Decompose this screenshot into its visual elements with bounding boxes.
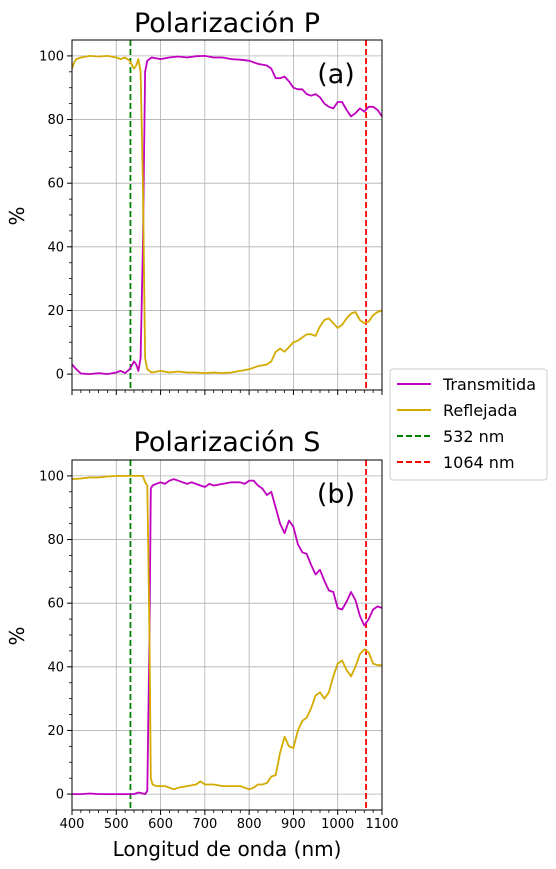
x-tick-label: 400	[60, 817, 85, 832]
y-tick-label: 20	[47, 724, 64, 739]
legend-label: 1064 nm	[443, 453, 515, 472]
x-tick-label: 800	[237, 817, 262, 832]
legend-box	[389, 368, 548, 481]
y-tick-label: 0	[56, 788, 64, 803]
x-axis-label: Longitud de onda (nm)	[113, 837, 342, 861]
y-axis-label: %	[5, 626, 29, 645]
y-tick-label: 60	[47, 597, 64, 612]
legend-label: Transmitida	[442, 375, 536, 394]
y-axis-label: %	[5, 206, 29, 225]
x-tick-label: 500	[104, 817, 129, 832]
panel-a: Polarización P 0 20 40 60 80 100 (a) %	[5, 8, 383, 395]
panel-tag: (b)	[317, 479, 355, 510]
x-tick-label: 700	[192, 817, 217, 832]
panel-title: Polarización S	[134, 427, 321, 458]
y-tick-label: 80	[47, 113, 64, 128]
x-tick-label: 600	[148, 817, 173, 832]
legend-label: 532 nm	[443, 427, 504, 446]
series-line-reflejada	[71, 55, 383, 375]
series-line-reflejada	[71, 474, 382, 791]
x-tick-label: 1100	[365, 817, 398, 832]
y-tick-label: 20	[47, 304, 64, 319]
x-tick-label: 1000	[321, 817, 354, 832]
legend-label: Reflejada	[443, 401, 517, 420]
panel-title: Polarización P	[134, 8, 320, 39]
y-tick-label: 60	[47, 177, 64, 192]
series-line-transmitida	[71, 55, 383, 376]
x-tick-label: 900	[281, 817, 306, 832]
y-tick-label: 100	[39, 49, 64, 64]
plot-area	[71, 459, 383, 811]
y-tick-label: 80	[47, 533, 64, 548]
panel-tag: (a)	[317, 59, 355, 90]
y-tick-label: 40	[47, 240, 64, 255]
y-tick-label: 100	[39, 469, 64, 484]
y-tick-label: 0	[56, 368, 64, 383]
y-tick-label: 40	[47, 660, 64, 675]
series-line-transmitida	[72, 478, 383, 795]
legend: Transmitida Reflejada 532 nm 1064 nm	[389, 368, 548, 481]
plot-area	[71, 39, 383, 391]
panel-b: Polarización S 400 500 600 700 800 900 1000 110…	[5, 427, 399, 861]
